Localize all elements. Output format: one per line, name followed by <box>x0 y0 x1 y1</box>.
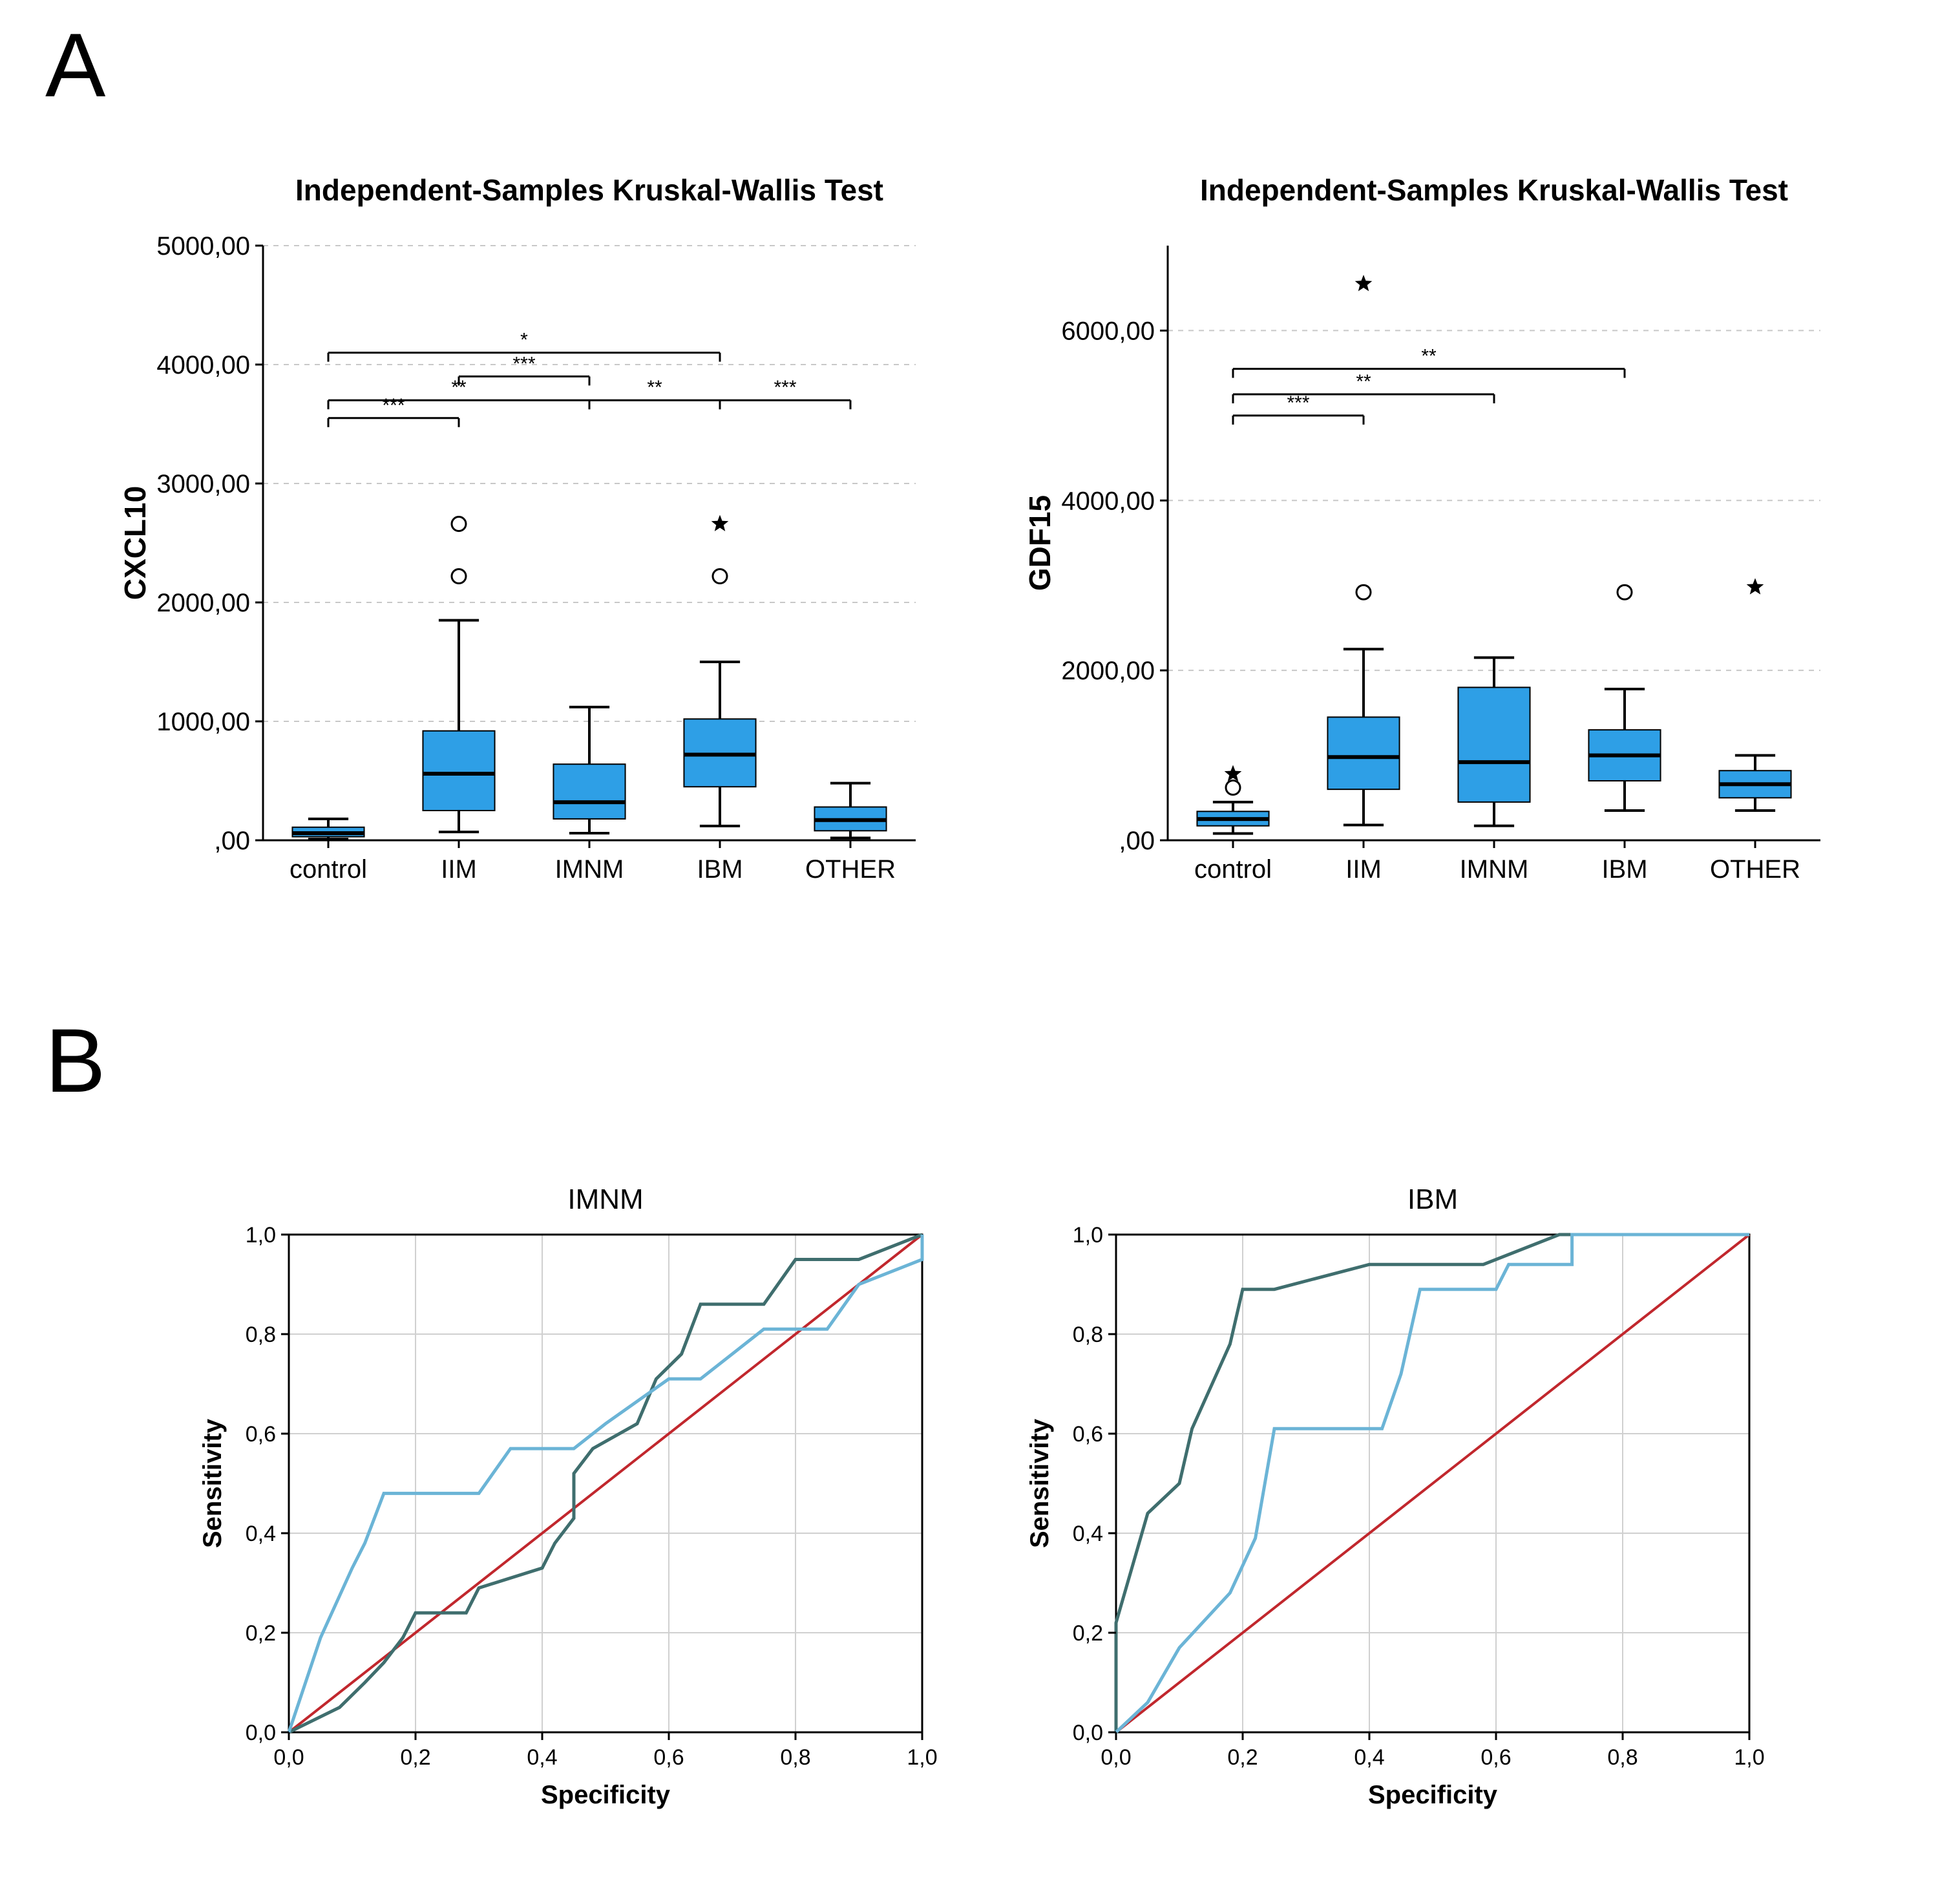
svg-text:0,6: 0,6 <box>245 1422 275 1447</box>
panel-label-b: B <box>45 1008 105 1113</box>
svg-text:IIM: IIM <box>1345 855 1382 884</box>
svg-text:**: ** <box>1421 346 1437 367</box>
svg-text:0,6: 0,6 <box>1072 1422 1102 1447</box>
svg-text:Specificity: Specificity <box>1367 1781 1497 1809</box>
panel-label-a: A <box>45 13 105 118</box>
svg-text:Sensitivity: Sensitivity <box>198 1418 227 1548</box>
svg-text:Specificity: Specificity <box>540 1781 670 1809</box>
svg-text:IBM: IBM <box>1407 1184 1457 1215</box>
boxplot-gdf15: Independent-Samples Kruskal-Wallis Test,… <box>1019 168 1846 918</box>
svg-text:GDF15: GDF15 <box>1023 495 1057 591</box>
svg-text:0,0: 0,0 <box>1072 1721 1102 1745</box>
svg-text:2000,00: 2000,00 <box>1061 657 1155 685</box>
svg-text:***: *** <box>382 395 405 416</box>
svg-text:,00: ,00 <box>214 827 250 855</box>
svg-text:2000,00: 2000,00 <box>156 589 250 617</box>
svg-text:OTHER: OTHER <box>1710 855 1800 884</box>
svg-text:Independent-Samples Kruskal-Wa: Independent-Samples Kruskal-Wallis Test <box>1200 173 1788 207</box>
svg-text:***: *** <box>774 377 796 398</box>
svg-text:0,8: 0,8 <box>1607 1745 1638 1770</box>
svg-text:OTHER: OTHER <box>805 855 896 884</box>
svg-text:0,8: 0,8 <box>1072 1322 1102 1347</box>
svg-text:4000,00: 4000,00 <box>1061 487 1155 515</box>
svg-text:0,2: 0,2 <box>245 1621 275 1646</box>
svg-text:IMNM: IMNM <box>1459 855 1528 884</box>
roc-imnm: 0,0 0,2 0,4 0,6 0,8 1,0 0,0 0,2 0,4 0,6 0,8 1,0 Spec… <box>192 1176 942 1823</box>
svg-text:3000,00: 3000,00 <box>156 470 250 498</box>
svg-text:0,0: 0,0 <box>1101 1745 1131 1770</box>
svg-text:CXCL10: CXCL10 <box>118 486 152 600</box>
svg-text:5000,00: 5000,00 <box>156 232 250 260</box>
svg-text:IBM: IBM <box>1601 855 1647 884</box>
svg-text:6000,00: 6000,00 <box>1061 317 1155 345</box>
svg-text:0,6: 0,6 <box>1481 1745 1511 1770</box>
svg-text:***: *** <box>512 353 535 374</box>
svg-text:0,2: 0,2 <box>1227 1745 1258 1770</box>
svg-text:1,0: 1,0 <box>245 1223 275 1248</box>
svg-text:1,0: 1,0 <box>1734 1745 1764 1770</box>
svg-text:0,4: 0,4 <box>527 1745 557 1770</box>
svg-text:control: control <box>1194 855 1271 884</box>
svg-text:Independent-Samples Kruskal-Wa: Independent-Samples Kruskal-Wallis Test <box>295 173 883 207</box>
svg-text:*: * <box>520 330 528 351</box>
svg-text:IMNM: IMNM <box>567 1184 643 1215</box>
boxplot-cxcl10: Independent-Samples Kruskal-Wallis Test,… <box>114 168 942 918</box>
svg-text:IBM: IBM <box>697 855 743 884</box>
svg-text:,00: ,00 <box>1119 827 1155 855</box>
svg-text:1,0: 1,0 <box>907 1745 937 1770</box>
svg-text:0,0: 0,0 <box>273 1745 304 1770</box>
row-roc: 0,0 0,2 0,4 0,6 0,8 1,0 0,0 0,2 0,4 0,6 0,8 1,0 Spec… <box>0 1176 1960 1823</box>
svg-text:**: ** <box>1356 371 1371 392</box>
svg-text:IIM: IIM <box>441 855 477 884</box>
svg-text:**: ** <box>647 377 662 398</box>
roc-ibm: 0,0 0,2 0,4 0,6 0,8 1,0 0,0 0,2 0,4 0,6 0,8 1,0 Spec… <box>1019 1176 1769 1823</box>
svg-text:0,2: 0,2 <box>1072 1621 1102 1646</box>
svg-text:0,4: 0,4 <box>1072 1522 1102 1546</box>
svg-text:0,2: 0,2 <box>400 1745 430 1770</box>
svg-text:***: *** <box>1287 392 1309 414</box>
svg-text:0,8: 0,8 <box>780 1745 810 1770</box>
svg-text:0,8: 0,8 <box>245 1322 275 1347</box>
svg-text:0,4: 0,4 <box>245 1522 275 1546</box>
svg-text:IMNM: IMNM <box>554 855 624 884</box>
svg-text:0,0: 0,0 <box>245 1721 275 1745</box>
svg-text:control: control <box>289 855 366 884</box>
svg-text:0,6: 0,6 <box>653 1745 684 1770</box>
svg-text:4000,00: 4000,00 <box>156 351 250 379</box>
svg-text:1000,00: 1000,00 <box>156 708 250 736</box>
svg-text:0,4: 0,4 <box>1354 1745 1384 1770</box>
svg-text:**: ** <box>451 377 467 398</box>
row-boxplots: Independent-Samples Kruskal-Wallis Test,… <box>0 168 1960 918</box>
svg-text:Sensitivity: Sensitivity <box>1026 1418 1054 1548</box>
svg-text:1,0: 1,0 <box>1072 1223 1102 1248</box>
